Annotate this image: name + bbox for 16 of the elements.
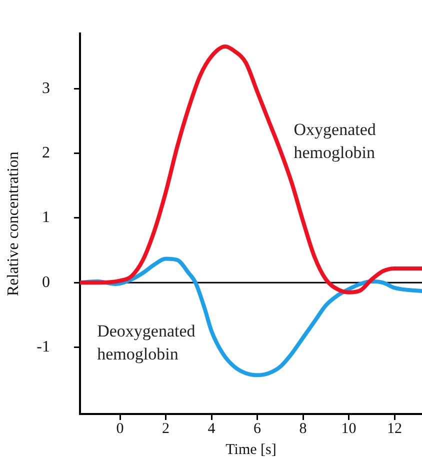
- x-tick-label: 0: [116, 420, 124, 437]
- y-tick-label: 0: [42, 274, 50, 291]
- x-tick-label: 12: [387, 420, 402, 437]
- y-tick-label: -1: [36, 338, 50, 356]
- y-tick-label: 3: [42, 80, 50, 97]
- annotation: Oxygenated hemoglobin: [294, 120, 376, 162]
- x-tick-label: 10: [341, 420, 356, 437]
- x-tick-label: 8: [299, 420, 307, 437]
- x-tick-label: 6: [254, 420, 262, 437]
- y-tick-label: 1: [42, 209, 50, 226]
- x-tick-label: 2: [162, 420, 170, 437]
- annotation: Deoxygenated hemoglobin: [97, 322, 196, 364]
- y-axis-title: Relative concentration: [4, 152, 22, 296]
- x-axis-title: Time [s]: [226, 442, 276, 458]
- x-tick-label: 4: [208, 420, 216, 437]
- y-tick-label: 2: [42, 144, 50, 162]
